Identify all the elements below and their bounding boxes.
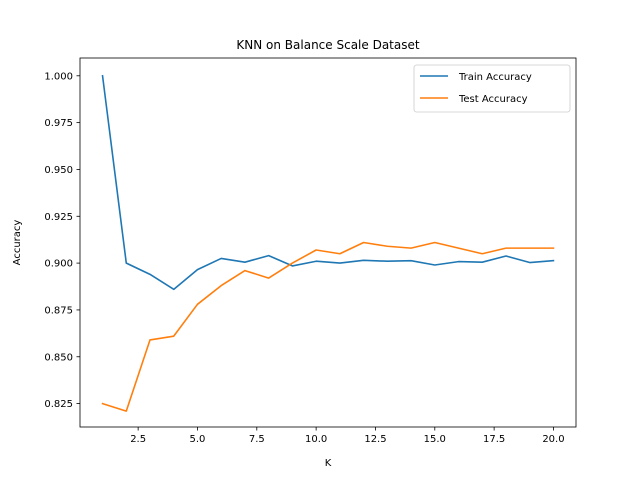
x-tick-label: 10.0 (305, 434, 327, 445)
x-tick-label: 5.0 (190, 434, 206, 445)
legend: Train Accuracy Test Accuracy (413, 64, 571, 113)
y-tick-label: 0.850 (44, 352, 73, 363)
y-tick-label: 0.900 (44, 259, 73, 270)
y-axis-label: Accuracy (12, 220, 23, 266)
x-tick-label: 20.0 (542, 434, 564, 445)
x-tick-label: 17.5 (483, 434, 505, 445)
y-tick-label: 0.875 (44, 306, 73, 317)
y-tick-label: 0.950 (44, 165, 73, 176)
x-tick-label: 7.5 (249, 434, 265, 445)
chart-title: KNN on Balance Scale Dataset (236, 38, 419, 52)
legend-label: Test Accuracy (458, 94, 528, 105)
y-axis: 0.825 0.850 0.875 0.900 0.925 0.950 0.975 1.000 (44, 71, 80, 410)
x-tick-label: 12.5 (364, 434, 386, 445)
series-line-train-accuracy (101, 74, 555, 291)
legend-label: Train Accuracy (458, 72, 532, 83)
y-tick-label: 0.975 (44, 118, 73, 129)
plot-frame (79, 57, 577, 428)
x-axis-label: K (325, 458, 332, 469)
series-lines (101, 74, 555, 412)
y-tick-label: 1.000 (44, 71, 73, 82)
y-tick-label: 0.925 (44, 212, 73, 223)
x-tick-label: 2.5 (130, 434, 146, 445)
y-tick-label: 0.825 (44, 399, 73, 410)
x-axis: 2.5 5.0 7.5 10.0 12.5 15.0 17.5 20.0 (130, 427, 565, 445)
x-tick-label: 15.0 (424, 434, 446, 445)
legend-box (413, 64, 571, 113)
series-line-test-accuracy (101, 241, 555, 412)
